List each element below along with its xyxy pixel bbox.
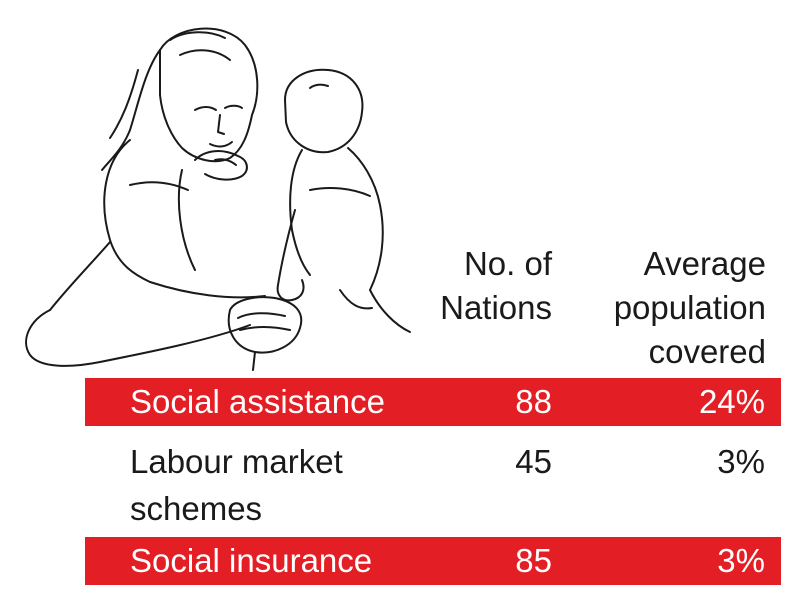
coverage-value: 3% bbox=[717, 443, 765, 480]
header-text: Nations bbox=[440, 289, 552, 326]
row-label: Labour market schemes bbox=[130, 443, 343, 527]
table-row-labour-market-schemes: Labour market schemes 45 3% bbox=[85, 432, 781, 532]
nations-value: 45 bbox=[515, 443, 552, 480]
mother-child-illustration bbox=[25, 27, 411, 371]
nations-value: 88 bbox=[515, 383, 552, 420]
coverage-value: 3% bbox=[717, 542, 765, 579]
header-text: No. of bbox=[463, 245, 552, 282]
table-row-social-insurance: Social insurance 85 3% bbox=[85, 537, 781, 585]
header-text: population bbox=[613, 289, 766, 326]
nations-value: 85 bbox=[515, 542, 552, 579]
header-text: covered bbox=[648, 333, 766, 370]
row-label: Social assistance bbox=[130, 383, 385, 420]
row-label: Social insurance bbox=[130, 542, 373, 579]
header-text: Average bbox=[643, 245, 766, 282]
table-row-social-assistance: Social assistance 88 24% bbox=[85, 378, 781, 426]
header-no-of-nations: No. of Nations bbox=[410, 242, 552, 330]
coverage-value: 24% bbox=[698, 383, 765, 420]
header-average-population-covered: Average population covered bbox=[560, 242, 766, 374]
